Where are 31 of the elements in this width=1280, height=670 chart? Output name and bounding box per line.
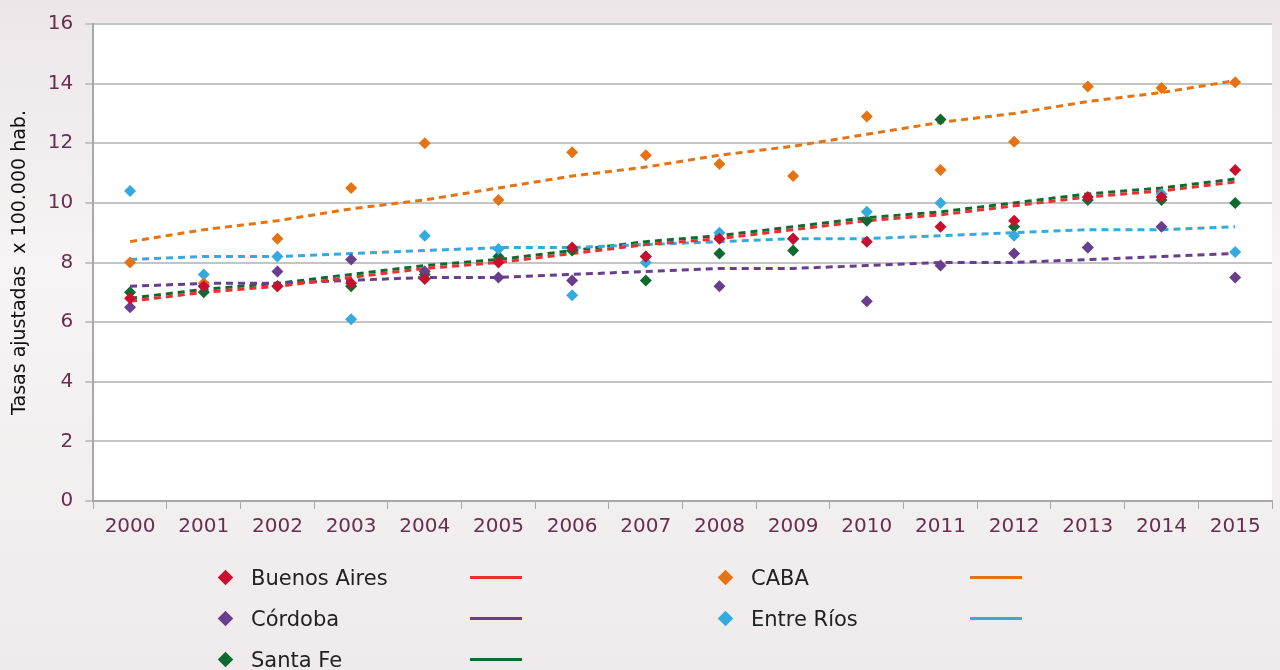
x-tick-label: 2001 [178,513,230,538]
y-axis-title: Tasas ajustadas x 100.000 hab. [7,110,30,416]
legend-label: Entre Ríos [751,606,858,631]
x-tick-label: 2005 [472,513,524,538]
x-tick-label: 2014 [1136,513,1187,538]
x-tick-label: 2003 [325,513,377,538]
x-tick-label: 2010 [841,513,893,538]
y-tick-label: 4 [60,367,74,392]
x-tick-label: 2011 [915,513,966,538]
x-tick-label: 2013 [1062,513,1114,538]
y-tick-label: 10 [47,189,74,214]
legend-label: CABA [751,565,809,590]
legend-label: Córdoba [251,606,340,631]
y-tick-label: 14 [47,69,74,94]
y-tick-label: 16 [47,10,74,35]
legend-label: Buenos Aires [251,565,388,590]
y-tick-label: 12 [47,129,74,154]
x-tick-label: 2009 [767,513,819,538]
x-tick-label: 2000 [104,513,156,538]
x-tick-label: 2008 [694,513,745,538]
x-tick-label: 2004 [399,513,451,538]
x-tick-label: 2006 [546,513,598,538]
x-tick-label: 2002 [251,513,303,538]
y-tick-label: 0 [60,487,74,512]
y-tick-label: 6 [60,308,74,333]
y-tick-label: 2 [60,427,74,452]
x-tick-label: 2012 [988,513,1040,538]
legend-label: Santa Fe [251,647,343,670]
x-tick-label: 2007 [620,513,672,538]
x-tick-label: 2015 [1209,513,1261,538]
y-tick-label: 8 [60,248,74,273]
